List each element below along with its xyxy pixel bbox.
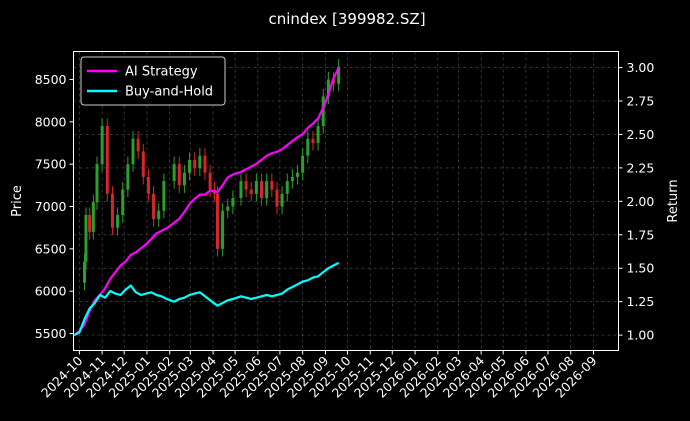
candle-body — [157, 210, 161, 220]
candle-body — [198, 155, 202, 169]
candle-body — [88, 214, 92, 232]
candle-body — [280, 193, 284, 207]
candle-body — [270, 181, 274, 190]
candle-body — [275, 189, 279, 207]
candle-body — [177, 164, 181, 186]
candle-body — [146, 176, 150, 194]
price-tick-label: 8500 — [35, 72, 67, 87]
candle-body — [301, 155, 305, 173]
candle-body — [239, 181, 243, 199]
candle-body — [131, 138, 135, 165]
candle-body — [83, 261, 87, 283]
candle-body — [100, 126, 104, 165]
candle-body — [193, 159, 197, 169]
candle-body — [152, 193, 156, 220]
candle-body — [208, 172, 212, 190]
candle-body — [254, 181, 258, 194]
candle-body — [290, 176, 294, 182]
line-series — [73, 67, 340, 337]
candle-body — [95, 164, 99, 203]
price-tick-label: 7000 — [35, 199, 67, 214]
return-tick-label: 2.00 — [627, 194, 655, 209]
candle-body — [121, 189, 125, 215]
candle-body — [244, 181, 248, 190]
return-tick-label: 1.75 — [627, 227, 655, 242]
candle-body — [226, 206, 230, 211]
legend-box — [80, 56, 226, 106]
candle-body — [265, 181, 269, 199]
y-axis-label: Price — [10, 185, 25, 217]
candle-body — [91, 202, 95, 232]
candle-body — [126, 164, 130, 190]
legend-label-ai-strategy: AI Strategy — [125, 65, 198, 80]
series-line-ai-strategy — [73, 67, 340, 336]
price-tick-label: 7500 — [35, 157, 67, 172]
candle-body — [84, 214, 88, 262]
return-tick-label: 2.50 — [627, 127, 655, 142]
return-tick-label: 1.50 — [627, 261, 655, 276]
return-axis: 1.00 1.25 1.50 1.75 2.00 2.25 2.50 2.75 3.00 — [618, 60, 655, 343]
candle-body — [162, 181, 166, 211]
candle-body — [172, 164, 176, 182]
candle-body — [221, 210, 225, 249]
candle-body — [306, 138, 310, 156]
candle-body — [260, 181, 264, 199]
candle-body — [136, 138, 140, 152]
candle-body — [316, 126, 320, 143]
candle-body — [215, 193, 219, 249]
price-axis: 5500 6000 6500 7000 7500 8000 8500 — [35, 72, 74, 341]
candle-body — [321, 96, 325, 127]
candle-body — [141, 151, 145, 177]
candle-body — [105, 126, 109, 194]
price-tick-label: 8000 — [35, 114, 67, 129]
candle-body — [182, 172, 186, 186]
candle-body — [296, 172, 300, 177]
return-tick-label: 2.25 — [627, 160, 655, 175]
return-tick-label: 2.75 — [627, 93, 655, 108]
y2-axis-label: Return — [666, 179, 681, 222]
candle-body — [203, 155, 207, 173]
legend: AI Strategy Buy-and-Hold — [80, 56, 226, 106]
price-tick-label: 5500 — [35, 326, 67, 341]
chart-title: cnindex [399982.SZ] — [268, 10, 425, 28]
price-tick-label: 6000 — [35, 284, 67, 299]
candle-body — [116, 214, 120, 228]
legend-label-buy-and-hold: Buy-and-Hold — [125, 85, 213, 100]
candle-body — [249, 189, 253, 194]
return-tick-label: 1.25 — [627, 294, 655, 309]
candle-body — [231, 198, 235, 207]
candle-body — [326, 79, 330, 97]
candle-body — [337, 66, 341, 84]
return-tick-label: 3.00 — [627, 60, 655, 75]
candle-body — [311, 138, 315, 143]
series-line-buy-and-hold — [73, 261, 340, 337]
price-tick-label: 6500 — [35, 241, 67, 256]
candle-body — [110, 193, 114, 228]
return-tick-label: 1.00 — [627, 328, 655, 343]
candle-body — [188, 159, 192, 173]
date-axis: 2024-102024-112024-122025-012025-022025-… — [38, 350, 600, 401]
candle-body — [285, 181, 289, 194]
